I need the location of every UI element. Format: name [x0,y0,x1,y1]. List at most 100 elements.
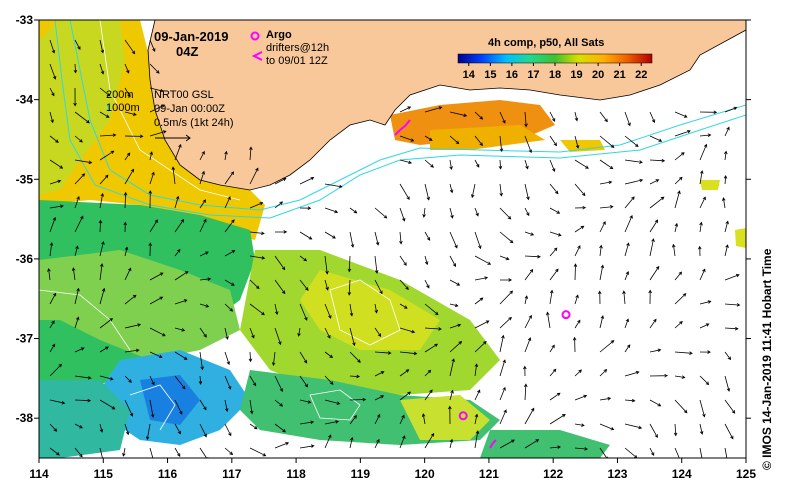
current-arrow [74,196,80,209]
current-arrow [724,351,732,361]
current-arrow [474,297,484,305]
current-arrow [424,255,429,266]
current-arrow [399,231,403,245]
current-arrow [199,303,210,308]
current-arrow [549,268,559,281]
current-arrow [274,442,290,449]
current-arrow [399,327,416,334]
current-arrow [74,135,83,143]
current-arrow [474,159,480,168]
x-tick-label: 114 [29,467,49,481]
current-arrow [149,399,155,418]
current-arrow [347,279,352,296]
current-arrow [724,244,729,257]
current-arrow [724,126,730,137]
current-arrow [649,111,656,124]
current-arrow [224,279,235,286]
current-arrow [199,277,212,281]
current-arrow [99,192,104,209]
current-arrow [349,351,361,363]
current-arrow [524,254,541,259]
current-arrow [99,133,117,137]
current-arrow [574,423,585,427]
current-arrow [474,341,487,353]
current-arrow [124,246,129,257]
current-arrow [524,439,540,449]
current-arrow [449,255,456,268]
current-arrow [449,341,463,353]
current-arrow [649,158,666,163]
current-arrow [499,207,512,220]
current-arrow [299,420,315,425]
current-arrow [49,447,60,456]
current-arrow [271,351,276,367]
current-arrow [171,166,176,185]
current-arrow [224,447,234,456]
current-arrow [624,178,644,185]
current-arrow [399,351,418,356]
current-arrow [73,63,78,74]
current-arrow [174,248,181,257]
colorbar-tick-label: 19 [570,69,582,81]
current-arrow [723,150,728,161]
x-tick-label: 115 [94,467,114,481]
current-arrow [148,242,153,257]
current-arrow [274,177,287,185]
map-date: 09-Jan-2019 [154,29,229,44]
current-arrow [724,423,734,440]
current-arrow [449,438,454,449]
current-arrow [549,159,556,172]
current-arrow [724,273,740,281]
current-arrow [699,110,718,115]
current-arrow [149,272,164,281]
current-arrow [299,206,312,210]
current-arrow [424,303,439,316]
current-arrow [574,294,579,305]
current-arrow [599,369,608,377]
current-arrow [174,351,188,360]
current-arrow [573,263,578,281]
current-arrow [324,303,332,319]
current-arrow [624,423,643,430]
current-arrow [349,436,354,449]
current-arrow [124,111,137,116]
current-arrow [224,351,230,366]
current-arrow [124,323,142,329]
current-arrow [199,351,204,371]
current-arrow [49,292,57,305]
current-arrow [274,201,284,209]
current-arrow [674,271,683,281]
current-arrow [499,231,514,244]
current-arrow [49,363,63,377]
current-arrow [199,251,209,257]
current-arrow [199,218,207,233]
current-arrow [499,386,506,401]
current-arrow [99,447,103,458]
current-arrow [649,238,655,257]
current-arrow [299,177,315,185]
current-arrow [224,327,229,340]
colorbar-ticks: 14 15 16 17 18 19 20 21 22 [463,63,647,81]
current-arrow [599,111,608,123]
current-arrow [99,346,109,353]
current-arrow [174,195,180,209]
current-arrow [299,444,315,449]
current-arrow [699,399,706,418]
current-arrow [499,359,506,377]
current-arrow [599,205,614,209]
current-arrow [498,159,503,170]
current-arrow [399,279,409,291]
map-time: 04Z [176,44,199,59]
current-arrow [424,231,431,241]
current-arrow [599,396,612,401]
current-arrow [145,423,151,441]
current-arrow [74,287,80,305]
argo-float-marker [561,310,571,320]
current-arrow [549,183,559,195]
current-arrow [174,423,181,435]
current-arrow [49,39,56,54]
current-arrow [99,39,105,54]
current-arrow [599,244,603,257]
current-arrow [324,255,329,275]
